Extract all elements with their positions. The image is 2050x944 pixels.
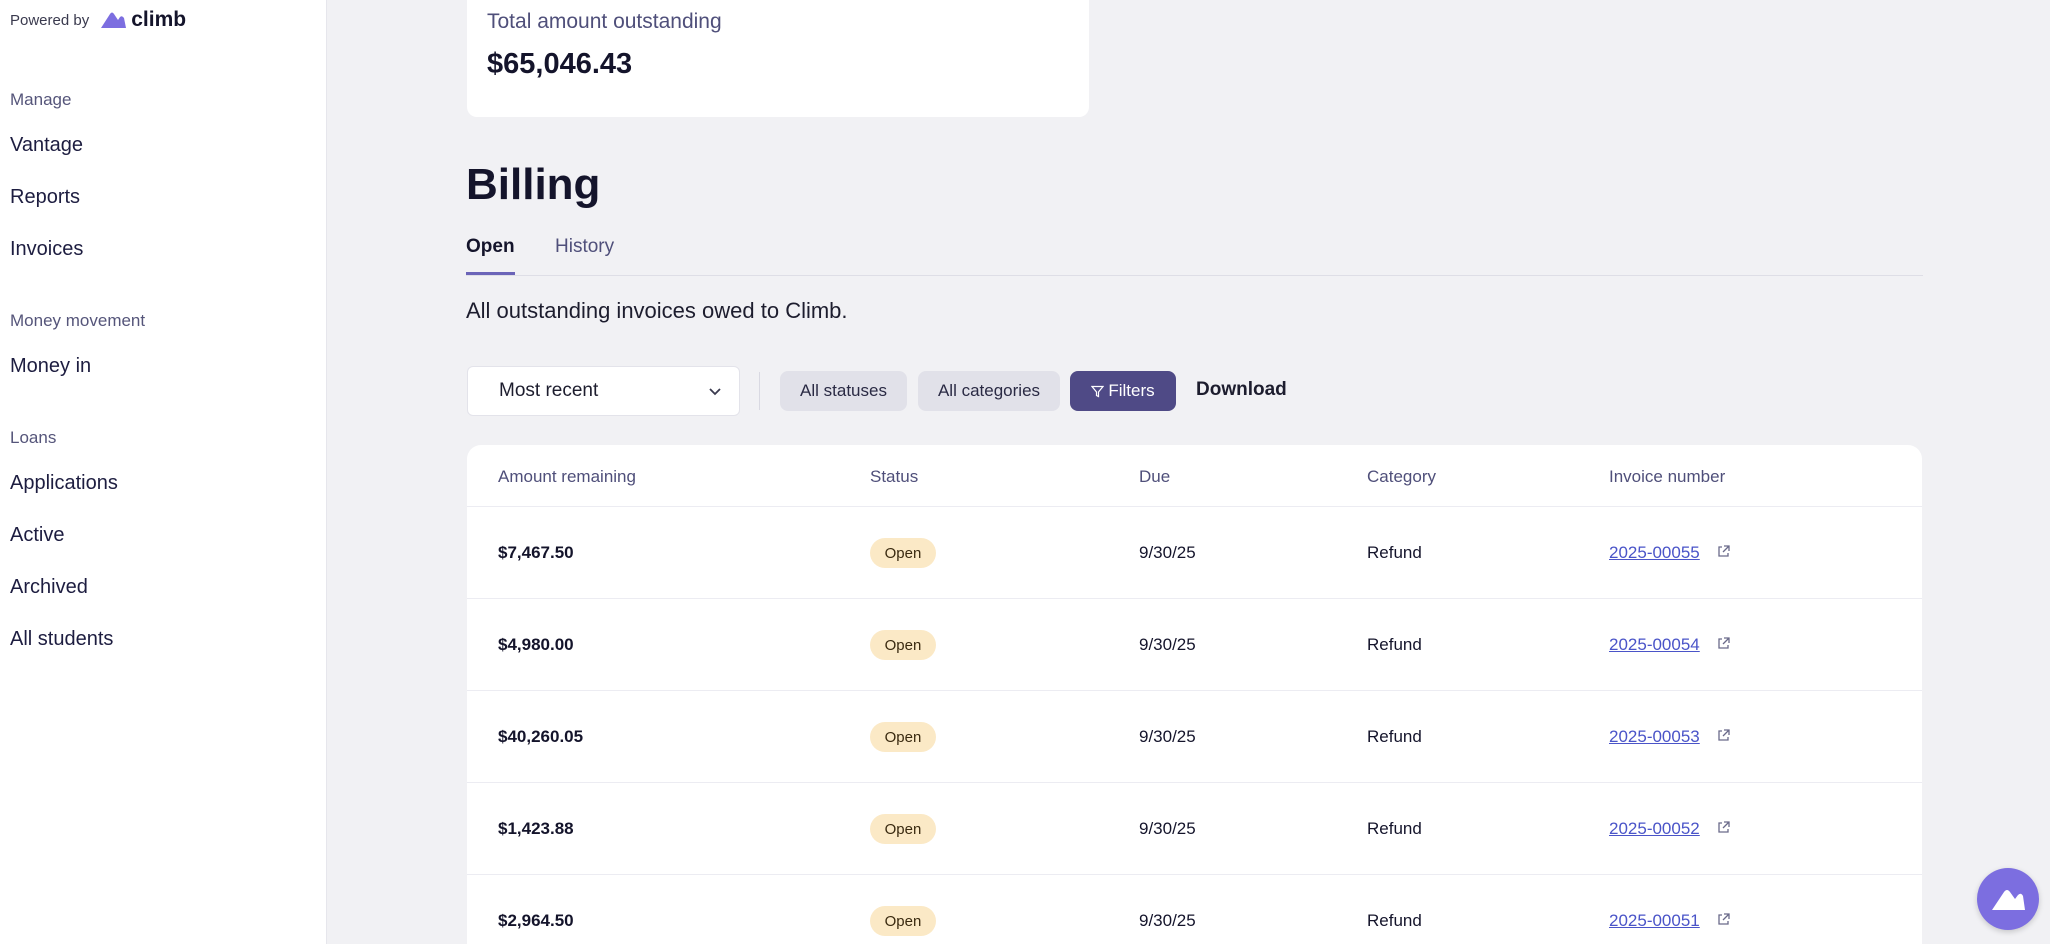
status-badge: Open bbox=[870, 722, 936, 752]
external-link-icon[interactable] bbox=[1716, 636, 1731, 651]
page-title: Billing bbox=[466, 160, 601, 209]
summary-label: Total amount outstanding bbox=[487, 10, 722, 33]
invoices-table: Amount remaining Status Due Category Inv… bbox=[467, 445, 1922, 944]
table-row: $2,964.50 Open 9/30/25 Refund 2025-00051 bbox=[467, 875, 1922, 944]
toolbar-divider bbox=[759, 372, 760, 410]
summary-value: $65,046.43 bbox=[487, 48, 633, 80]
sidebar-item-reports[interactable]: Reports bbox=[10, 186, 81, 208]
table-header: Amount remaining Status Due Category Inv… bbox=[467, 445, 1922, 507]
external-link-icon[interactable] bbox=[1716, 820, 1731, 835]
climb-logo-icon bbox=[1992, 890, 2025, 910]
filter-icon bbox=[1091, 385, 1105, 397]
category: Refund bbox=[1367, 819, 1422, 838]
column-header-category: Category bbox=[1367, 467, 1436, 486]
external-link-icon[interactable] bbox=[1716, 544, 1731, 559]
powered-by: Powered by climb bbox=[10, 8, 186, 32]
filters-button[interactable]: Filters bbox=[1070, 371, 1176, 411]
invoice-number-link[interactable]: 2025-00052 bbox=[1609, 819, 1700, 838]
sidebar-item-invoices[interactable]: Invoices bbox=[10, 238, 84, 260]
amount-remaining: $4,980.00 bbox=[498, 635, 574, 654]
status-filter-button[interactable]: All statuses bbox=[780, 371, 907, 411]
column-header-amount: Amount remaining bbox=[498, 467, 636, 486]
category: Refund bbox=[1367, 635, 1422, 654]
sidebar-item-archived[interactable]: Archived bbox=[10, 576, 88, 598]
due-date: 9/30/25 bbox=[1139, 819, 1196, 838]
summary-card: Total amount outstanding $65,046.43 bbox=[467, 0, 1089, 117]
amount-remaining: $7,467.50 bbox=[498, 543, 574, 562]
sort-select-value: Most recent bbox=[499, 380, 599, 401]
category: Refund bbox=[1367, 543, 1422, 562]
brand-logo: climb bbox=[99, 8, 186, 32]
amount-remaining: $40,260.05 bbox=[498, 727, 584, 746]
nav-heading-money-movement: Money movement bbox=[10, 311, 146, 330]
invoice-number-link[interactable]: 2025-00055 bbox=[1609, 543, 1700, 562]
chevron-down-icon bbox=[709, 388, 721, 396]
powered-by-label: Powered by bbox=[10, 11, 90, 29]
column-header-due: Due bbox=[1139, 467, 1171, 486]
nav-heading-manage: Manage bbox=[10, 90, 72, 109]
billing-tabs: Open History bbox=[466, 236, 1923, 276]
category-filter-button[interactable]: All categories bbox=[918, 371, 1060, 411]
table-row: $7,467.50 Open 9/30/25 Refund 2025-00055 bbox=[467, 507, 1922, 599]
due-date: 9/30/25 bbox=[1139, 543, 1196, 562]
sidebar-item-all-students[interactable]: All students bbox=[10, 628, 114, 650]
tab-history[interactable]: History bbox=[555, 236, 615, 257]
amount-remaining: $1,423.88 bbox=[498, 819, 574, 838]
page-subtitle: All outstanding invoices owed to Climb. bbox=[466, 298, 848, 323]
external-link-icon[interactable] bbox=[1716, 728, 1731, 743]
sidebar: Powered by climb Manage Vantage Reports … bbox=[0, 0, 327, 944]
amount-remaining: $2,964.50 bbox=[498, 911, 574, 930]
invoice-number-link[interactable]: 2025-00051 bbox=[1609, 911, 1700, 930]
due-date: 9/30/25 bbox=[1139, 911, 1196, 930]
brand-name: climb bbox=[131, 8, 187, 31]
status-badge: Open bbox=[870, 630, 936, 660]
table-row: $40,260.05 Open 9/30/25 Refund 2025-0005… bbox=[467, 691, 1922, 783]
category: Refund bbox=[1367, 727, 1422, 746]
category: Refund bbox=[1367, 911, 1422, 930]
climb-logo-icon bbox=[101, 12, 127, 28]
due-date: 9/30/25 bbox=[1139, 727, 1196, 746]
invoice-number-link[interactable]: 2025-00053 bbox=[1609, 727, 1700, 746]
sidebar-item-active[interactable]: Active bbox=[10, 524, 65, 546]
column-header-invoice-number: Invoice number bbox=[1609, 467, 1726, 486]
sidebar-item-applications[interactable]: Applications bbox=[10, 472, 118, 494]
sidebar-item-vantage[interactable]: Vantage bbox=[10, 134, 84, 156]
column-header-status: Status bbox=[870, 467, 919, 486]
due-date: 9/30/25 bbox=[1139, 635, 1196, 654]
sort-select[interactable]: Most recent bbox=[467, 366, 740, 416]
tab-open[interactable]: Open bbox=[466, 236, 515, 275]
external-link-icon[interactable] bbox=[1716, 912, 1731, 927]
download-button[interactable]: Download bbox=[1196, 379, 1287, 400]
status-badge: Open bbox=[870, 538, 936, 568]
invoice-number-link[interactable]: 2025-00054 bbox=[1609, 635, 1700, 654]
sidebar-item-money-in[interactable]: Money in bbox=[10, 355, 92, 377]
status-badge: Open bbox=[870, 906, 936, 936]
filters-button-label: Filters bbox=[1108, 381, 1155, 400]
status-badge: Open bbox=[870, 814, 936, 844]
table-row: $4,980.00 Open 9/30/25 Refund 2025-00054 bbox=[467, 599, 1922, 691]
help-launcher-button[interactable] bbox=[1977, 868, 2039, 930]
table-row: $1,423.88 Open 9/30/25 Refund 2025-00052 bbox=[467, 783, 1922, 875]
nav-heading-loans: Loans bbox=[10, 428, 57, 447]
